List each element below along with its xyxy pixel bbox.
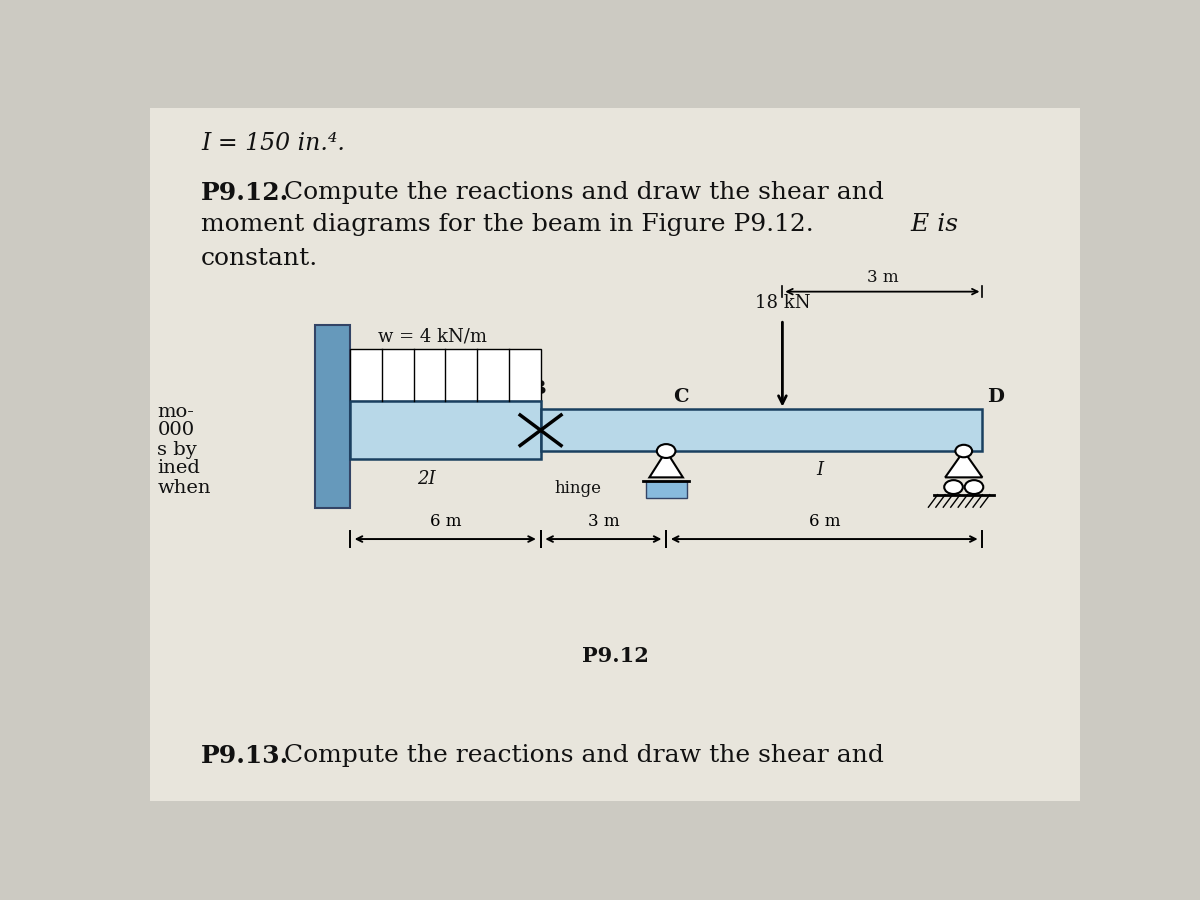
Text: mo-: mo- — [157, 402, 194, 420]
Bar — [350, 401, 540, 459]
Text: C: C — [673, 388, 689, 406]
Text: 6 m: 6 m — [809, 513, 840, 530]
Bar — [350, 349, 540, 401]
Text: 2I: 2I — [418, 470, 436, 488]
Text: ined: ined — [157, 459, 200, 477]
Text: A: A — [355, 380, 370, 398]
Bar — [540, 410, 983, 451]
Bar — [646, 481, 686, 499]
Text: s by: s by — [157, 441, 197, 459]
Text: P9.12.: P9.12. — [202, 181, 289, 205]
Text: 3 m: 3 m — [588, 513, 619, 530]
Text: E is: E is — [904, 213, 959, 237]
Text: when: when — [157, 479, 211, 497]
Text: w = 4 kN/m: w = 4 kN/m — [378, 328, 487, 346]
Text: B: B — [529, 380, 546, 398]
Text: I: I — [816, 462, 823, 480]
Bar — [314, 325, 350, 508]
Text: Compute the reactions and draw the shear and: Compute the reactions and draw the shear… — [276, 744, 883, 767]
Text: 6 m: 6 m — [430, 513, 461, 530]
Text: 3 m: 3 m — [866, 269, 898, 286]
Text: P9.12: P9.12 — [582, 646, 648, 666]
Text: moment diagrams for the beam in Figure P9.12.: moment diagrams for the beam in Figure P… — [202, 213, 814, 237]
Circle shape — [656, 444, 676, 458]
Polygon shape — [649, 451, 683, 477]
Text: 000: 000 — [157, 421, 194, 439]
Text: 18 kN: 18 kN — [755, 294, 810, 312]
Text: hinge: hinge — [554, 480, 601, 497]
Circle shape — [955, 445, 972, 457]
Text: constant.: constant. — [202, 247, 318, 270]
Text: P9.13.: P9.13. — [202, 744, 289, 769]
Polygon shape — [946, 451, 983, 477]
Text: I = 150 in.⁴.: I = 150 in.⁴. — [202, 132, 346, 156]
Circle shape — [965, 480, 983, 494]
Text: D: D — [986, 388, 1004, 406]
Text: Compute the reactions and draw the shear and: Compute the reactions and draw the shear… — [276, 181, 883, 203]
Circle shape — [944, 480, 962, 494]
